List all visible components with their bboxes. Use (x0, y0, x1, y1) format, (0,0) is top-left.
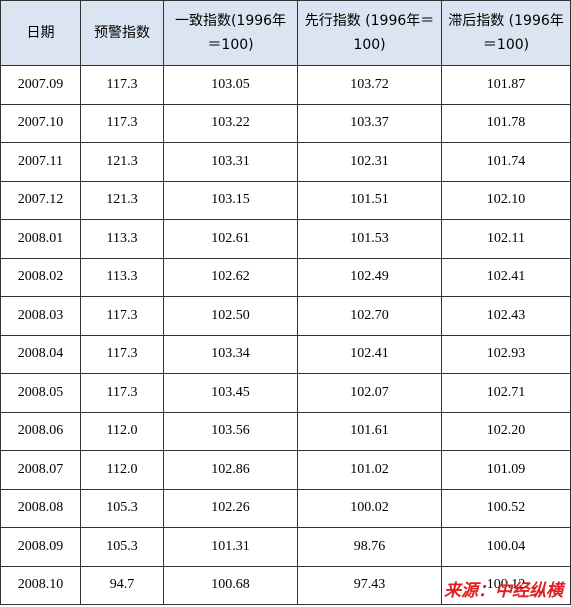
table-cell: 103.34 (163, 334, 298, 374)
header-cell: 一致指数(1996年＝100) (163, 0, 298, 66)
table-cell: 2008.01 (0, 219, 81, 259)
table-cell: 101.31 (163, 527, 298, 567)
table-cell: 103.05 (163, 65, 298, 105)
table-row: 2007.11 121.3 103.31 102.31 101.74 (0, 142, 571, 182)
table-cell: 102.86 (163, 450, 298, 490)
table-cell: 112.0 (80, 450, 164, 490)
table-cell: 2008.08 (0, 488, 81, 528)
table-cell: 101.09 (441, 450, 571, 490)
table-cell: 100.68 (163, 565, 298, 605)
table-cell: 102.71 (441, 373, 571, 413)
table-cell: 102.31 (297, 142, 442, 182)
table-cell: 102.93 (441, 334, 571, 374)
table-cell: 121.3 (80, 142, 164, 182)
table-row: 2008.08 105.3 102.26 100.02 100.52 (0, 488, 571, 528)
table-cell: 101.51 (297, 180, 442, 220)
header-cell: 预警指数 (80, 0, 164, 66)
table-row: 2008.09 105.3 101.31 98.76 100.04 (0, 527, 571, 567)
table-cell: 102.10 (441, 180, 571, 220)
table-cell: 100.02 (297, 488, 442, 528)
table-cell: 102.07 (297, 373, 442, 413)
table-cell: 102.70 (297, 296, 442, 336)
header-cell: 日期 (0, 0, 81, 66)
table-cell: 101.74 (441, 142, 571, 182)
table-cell: 2008.10 (0, 565, 81, 605)
table-cell: 102.41 (297, 334, 442, 374)
table-cell: 103.56 (163, 411, 298, 451)
table-cell: 101.61 (297, 411, 442, 451)
table-cell: 103.15 (163, 180, 298, 220)
table-row: 2007.10 117.3 103.22 103.37 101.78 (0, 103, 571, 143)
table-cell: 103.45 (163, 373, 298, 413)
table-cell: 100.04 (441, 527, 571, 567)
table-cell: 2007.09 (0, 65, 81, 105)
table-cell: 2008.03 (0, 296, 81, 336)
table-cell: 117.3 (80, 373, 164, 413)
table-cell: 117.3 (80, 65, 164, 105)
table-row: 2008.04 117.3 103.34 102.41 102.93 (0, 334, 571, 374)
table-cell: 2008.07 (0, 450, 81, 490)
table-cell: 2008.02 (0, 257, 81, 297)
table-row: 2008.01 113.3 102.61 101.53 102.11 (0, 219, 571, 259)
table-row: 2008.06 112.0 103.56 101.61 102.20 (0, 411, 571, 451)
table-row: 2007.12 121.3 103.15 101.51 102.10 (0, 180, 571, 220)
table-cell: 113.3 (80, 257, 164, 297)
table-cell: 101.78 (441, 103, 571, 143)
table-cell: 101.53 (297, 219, 442, 259)
table-cell: 102.41 (441, 257, 571, 297)
table-row: 2008.07 112.0 102.86 101.02 101.09 (0, 450, 571, 490)
table-cell: 98.76 (297, 527, 442, 567)
table-cell: 105.3 (80, 527, 164, 567)
table-cell: 97.43 (297, 565, 442, 605)
table-cell: 103.22 (163, 103, 298, 143)
table-cell: 94.7 (80, 565, 164, 605)
table-cell: 103.72 (297, 65, 442, 105)
table-cell: 2008.09 (0, 527, 81, 567)
table-cell: 102.62 (163, 257, 298, 297)
table-cell: 102.11 (441, 219, 571, 259)
table-cell: 105.3 (80, 488, 164, 528)
table-cell: 117.3 (80, 103, 164, 143)
table-cell: 102.43 (441, 296, 571, 336)
table-cell: 117.3 (80, 334, 164, 374)
table-body: 2007.09 117.3 103.05 103.72 101.87 2007.10 117… (0, 65, 571, 605)
source-watermark: 来源：中经纵横 (444, 581, 563, 601)
header-row: 日期 预警指数 一致指数(1996年＝100) 先行指数 (1996年＝100) 滞后指… (0, 0, 571, 66)
table-cell: 102.26 (163, 488, 298, 528)
table-cell: 121.3 (80, 180, 164, 220)
table-row: 2008.03 117.3 102.50 102.70 102.43 (0, 296, 571, 336)
table-cell: 103.31 (163, 142, 298, 182)
table-cell: 117.3 (80, 296, 164, 336)
table-cell: 2007.10 (0, 103, 81, 143)
table-cell: 2008.05 (0, 373, 81, 413)
table-row: 2007.09 117.3 103.05 103.72 101.87 (0, 65, 571, 105)
table-cell: 102.61 (163, 219, 298, 259)
table-cell: 102.20 (441, 411, 571, 451)
table-cell: 101.87 (441, 65, 571, 105)
table-cell: 100.52 (441, 488, 571, 528)
table-cell: 100.12 (441, 565, 571, 605)
table-cell: 102.49 (297, 257, 442, 297)
table-row: 2008.10 94.7 100.68 97.43 100.12 (0, 565, 571, 605)
table-cell: 2007.12 (0, 180, 81, 220)
table-cell: 113.3 (80, 219, 164, 259)
table-cell: 2008.06 (0, 411, 81, 451)
table-row: 2008.02 113.3 102.62 102.49 102.41 (0, 257, 571, 297)
table-cell: 102.50 (163, 296, 298, 336)
header-cell: 先行指数 (1996年＝100) (297, 0, 442, 66)
table-cell: 112.0 (80, 411, 164, 451)
table-cell: 2007.11 (0, 142, 81, 182)
table-row: 2008.05 117.3 103.45 102.07 102.71 (0, 373, 571, 413)
header-cell: 滞后指数 (1996年＝100) (441, 0, 571, 66)
table-cell: 2008.04 (0, 334, 81, 374)
table-cell: 101.02 (297, 450, 442, 490)
table-cell: 103.37 (297, 103, 442, 143)
